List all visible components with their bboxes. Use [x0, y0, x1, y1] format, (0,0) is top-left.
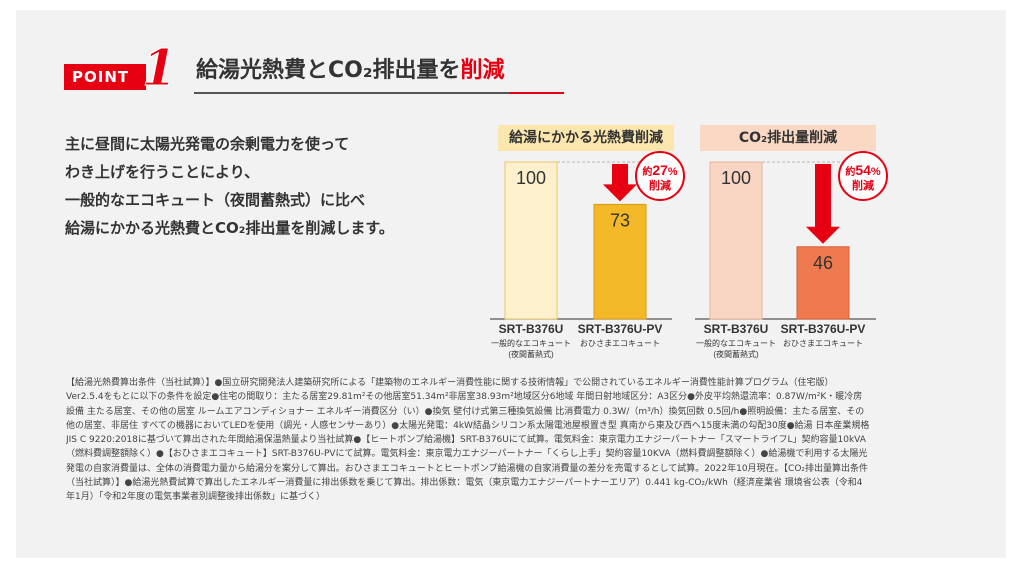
cost-reduction-label: 削減	[649, 178, 671, 192]
co2-value-label: 46	[813, 253, 833, 273]
cost-value-label: 73	[610, 210, 630, 230]
note-line: （当社試算）】●給湯光熱費試算で算出したエネルギー消費量に排出係数を乗じて算出。…	[66, 478, 863, 489]
note-line: （燃料費調整額除く）●【おひさまエコキュート】SRT-B376U-PVにて試算。…	[66, 449, 868, 460]
co2-category-sublabel: おひさまエコキュート	[783, 339, 863, 348]
title-underline-accent	[510, 92, 564, 94]
description-line: 一般的なエコキュート（夜間蓄熱式）に比べ	[65, 191, 366, 209]
co2-category-label: SRT-B376U	[704, 322, 769, 336]
cost-category-sublabel: おひさまエコキュート	[580, 339, 660, 348]
cost-value-label: 100	[516, 168, 546, 188]
co2-value-label: 100	[721, 168, 751, 188]
note-line: 年1月）「令和2年度の電気事業者別調整後排出係数」に基づく）	[66, 492, 325, 503]
description-line: 給湯にかかる光熱費とCO₂排出量を削減します。	[65, 219, 394, 237]
point-label: POINT	[64, 64, 146, 90]
cost-category-sublabel: (夜間蓄熱式)	[508, 349, 554, 359]
description-line: 主に昼間に太陽光発電の余剰電力を使って	[65, 135, 350, 153]
cost-reduction-rate: 約27%	[642, 162, 678, 178]
cost-reduction-arrow	[603, 164, 637, 202]
calculation-notes: 【給湯光熱費算出条件（当社試算）】●国立研究開発法人建築研究所による「建築物のエ…	[66, 376, 966, 505]
page-title: 給湯光熱費とCO₂排出量を削減	[196, 56, 505, 86]
point-badge: POINT 1	[64, 41, 177, 94]
co2-bar-baseline	[709, 161, 763, 320]
cost-category-sublabel: 一般的なエコキュート	[491, 338, 571, 348]
cost-reduction-badge	[635, 151, 685, 201]
co2-reduction-label: 削減	[852, 178, 874, 192]
note-line: Ver2.5.4をもとに以下の条件を設定●住宅の間取り：主たる居室29.81m²…	[66, 392, 863, 403]
co2-category-sublabel: (夜間蓄熱式)	[713, 349, 759, 359]
title-emphasis: 削減	[460, 58, 505, 83]
co2-reduction-badge	[838, 151, 888, 201]
description: 主に昼間に太陽光発電の余剰電力を使って わき上げを行うことにより、 一般的なエコ…	[65, 130, 465, 242]
title-main: 給湯光熱費とCO₂排出量を	[196, 58, 461, 83]
co2-category-label: SRT-B376U-PV	[781, 322, 866, 336]
co2-bar-pv	[796, 246, 850, 320]
cost-bar-baseline	[504, 161, 558, 320]
cost-category-label: SRT-B376U	[499, 322, 564, 336]
note-line: 設備 主たる居室、その他の居室 ルームエアコンディショナー エネルギー消費区分（…	[66, 406, 865, 417]
note-line: 発電の自家消費量は、全体の消費電力量から給湯分を案分して算出。おひさまエコキュー…	[66, 463, 869, 474]
title-underline	[194, 92, 564, 94]
point-number: 1	[142, 38, 178, 97]
cost-chart-title: 給湯にかかる光熱費削減	[498, 125, 674, 151]
note-line: JIS C 9220:2018に基づいて算出された年間給湯保温熱量より当社試算●…	[66, 435, 866, 446]
co2-reduction-arrow	[806, 164, 840, 244]
co2-category-sublabel: 一般的なエコキュート	[696, 338, 776, 348]
cost-bar-pv	[593, 203, 647, 320]
co2-reduction-rate: 約54%	[845, 162, 881, 178]
cost-category-label: SRT-B376U-PV	[578, 322, 663, 336]
note-line: 【給湯光熱費算出条件（当社試算）】●国立研究開発法人建築研究所による「建築物のエ…	[66, 378, 834, 388]
description-line: わき上げを行うことにより、	[65, 163, 260, 181]
co2-chart-title: CO₂排出量削減	[700, 125, 876, 151]
note-line: 他の居室、非居住 すべての機器においてLEDを使用（調光・人感センサーあり）●太…	[66, 420, 870, 431]
